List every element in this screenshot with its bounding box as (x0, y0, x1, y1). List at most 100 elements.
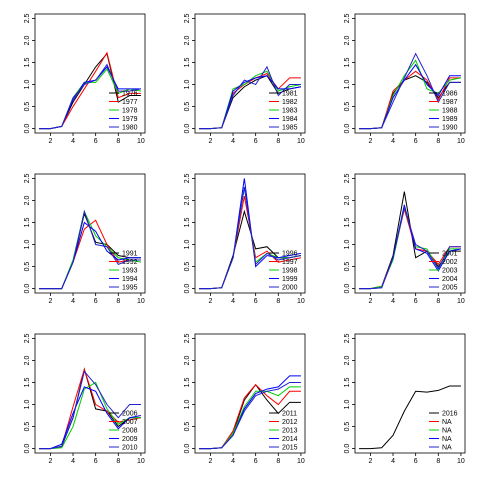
x-tick-label: 4 (71, 138, 75, 145)
legend-label: NA (442, 445, 452, 452)
x-tick-label: 10 (137, 138, 145, 145)
legend-label: 1988 (442, 108, 458, 115)
plot-frame (354, 173, 466, 294)
legend-label: 2005 (442, 285, 458, 292)
legend-label: 1992 (122, 259, 138, 266)
legend-label: 2001 (442, 251, 458, 258)
legend-label: 2006 (122, 411, 138, 418)
series-line (39, 386, 142, 450)
x-tick-label: 8 (436, 298, 440, 305)
y-tick-label: 1.5 (344, 218, 351, 228)
y-tick-label: 2.5 (184, 173, 191, 183)
x-tick-label: 10 (297, 458, 305, 465)
plot-frame (194, 173, 306, 294)
x-tick-label: 2 (48, 458, 52, 465)
x-tick-label: 2 (48, 298, 52, 305)
y-tick-label: 0.0 (184, 284, 191, 294)
y-tick-label: 0.0 (344, 444, 351, 454)
legend-label: 2002 (442, 259, 458, 266)
legend-label: 1998 (282, 268, 298, 275)
x-tick-label: 8 (276, 458, 280, 465)
legend-label: 1989 (442, 116, 458, 123)
y-tick-label: 2.0 (24, 195, 31, 205)
y-tick-label: 1.0 (344, 400, 351, 410)
x-tick-label: 6 (254, 458, 258, 465)
legend-label: 1990 (442, 125, 458, 132)
y-tick-label: 0.5 (184, 102, 191, 112)
y-tick-label: 2.5 (184, 333, 191, 343)
plot-frame (354, 13, 466, 134)
legend-label: 2010 (122, 445, 138, 452)
legend-label: 1999 (282, 276, 298, 283)
y-tick-label: 1.5 (184, 218, 191, 228)
legend-label: 1996 (282, 251, 298, 258)
x-tick-label: 8 (436, 138, 440, 145)
x-tick-label: 8 (116, 298, 120, 305)
legend-label: 1986 (442, 91, 458, 98)
y-tick-label: 2.5 (344, 13, 351, 23)
x-tick-label: 2 (368, 298, 372, 305)
series-line (199, 195, 302, 290)
legend-label: 2000 (282, 285, 298, 292)
x-tick-label: 8 (276, 138, 280, 145)
x-tick-label: 6 (254, 298, 258, 305)
plot-frame (34, 173, 146, 294)
legend-label: 1985 (282, 125, 298, 132)
y-tick-label: 0.5 (344, 422, 351, 432)
series-line (359, 52, 461, 130)
plot-frame (354, 333, 466, 454)
y-tick-label: 1.0 (24, 240, 31, 250)
x-tick-label: 8 (436, 458, 440, 465)
y-tick-label: 2.5 (24, 13, 31, 23)
plot-frame (194, 13, 306, 134)
x-tick-label: 10 (457, 298, 465, 305)
x-tick-label: 10 (137, 458, 145, 465)
y-tick-label: 0.0 (24, 124, 31, 134)
x-tick-label: 8 (116, 458, 120, 465)
legend-label: 2004 (442, 276, 458, 283)
y-tick-label: 0.5 (184, 262, 191, 272)
x-tick-label: 10 (137, 298, 145, 305)
y-tick-label: 2.5 (24, 173, 31, 183)
plot-frame (194, 333, 306, 454)
x-tick-label: 2 (368, 458, 372, 465)
y-tick-label: 1.0 (184, 240, 191, 250)
legend-label: 2013 (282, 428, 298, 435)
y-tick-label: 2.5 (24, 333, 31, 343)
x-tick-label: 4 (391, 458, 395, 465)
x-tick-label: 10 (457, 138, 465, 145)
y-tick-label: 1.0 (344, 80, 351, 90)
y-tick-label: 1.5 (24, 218, 31, 228)
x-tick-label: 8 (276, 298, 280, 305)
x-tick-label: 4 (71, 298, 75, 305)
y-tick-label: 1.0 (184, 400, 191, 410)
legend-label: 1983 (282, 108, 298, 115)
y-tick-label: 0.0 (184, 124, 191, 134)
legend-label: NA (442, 419, 452, 426)
x-tick-label: 2 (208, 298, 212, 305)
legend-label: 1978 (122, 108, 138, 115)
x-tick-label: 10 (297, 138, 305, 145)
y-tick-label: 0.0 (344, 284, 351, 294)
y-tick-label: 1.0 (184, 80, 191, 90)
legend-label: 1987 (442, 99, 458, 106)
y-tick-label: 1.0 (344, 240, 351, 250)
legend-label: 2007 (122, 419, 138, 426)
x-tick-label: 4 (391, 138, 395, 145)
x-tick-label: 4 (71, 458, 75, 465)
y-tick-label: 1.5 (184, 58, 191, 68)
y-tick-label: 0.5 (344, 102, 351, 112)
legend-label: 2011 (282, 411, 297, 418)
y-tick-label: 1.0 (24, 400, 31, 410)
y-tick-label: 0.0 (24, 444, 31, 454)
legend-label: 1995 (122, 285, 138, 292)
y-tick-label: 1.5 (24, 378, 31, 388)
x-tick-label: 6 (254, 138, 258, 145)
series-line (39, 63, 142, 130)
legend-label: NA (442, 428, 452, 435)
